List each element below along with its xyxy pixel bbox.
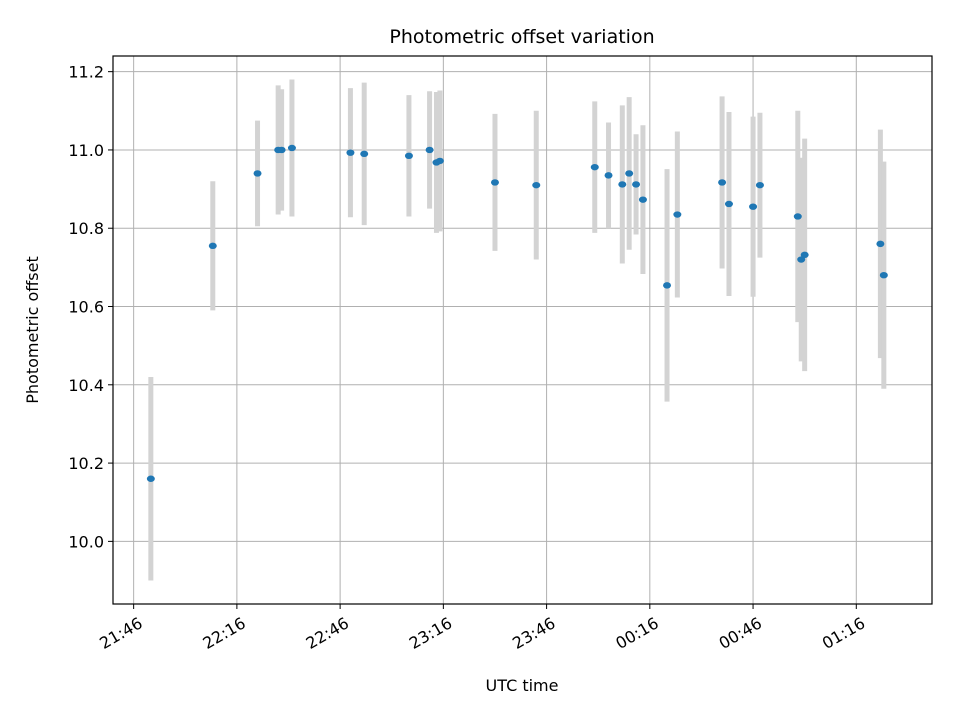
- y-tick-label: 10.6: [68, 298, 104, 317]
- data-point: [590, 163, 599, 171]
- data-point: [435, 157, 444, 165]
- data-point: [638, 196, 647, 203]
- data-point: [797, 256, 806, 263]
- data-point: [287, 144, 296, 152]
- x-axis-label: UTC time: [486, 676, 559, 695]
- data-point: [793, 213, 802, 220]
- data-point: [360, 150, 369, 158]
- data-point: [724, 200, 733, 208]
- data-point: [625, 170, 634, 177]
- y-tick-label: 10.8: [68, 219, 104, 238]
- y-tick-label: 10.0: [68, 532, 104, 551]
- data-point: [346, 149, 355, 156]
- data-point: [632, 181, 641, 188]
- plot-frame: [112, 55, 933, 605]
- data-point: [425, 146, 434, 154]
- data-point: [277, 146, 286, 154]
- data-point: [532, 181, 541, 189]
- y-tick-label: 10.2: [68, 454, 104, 473]
- data-point: [879, 272, 888, 279]
- chart-title: Photometric offset variation: [389, 26, 654, 48]
- data-point: [208, 242, 217, 250]
- data-point: [755, 181, 764, 189]
- y-axis-label: Photometric offset: [23, 256, 42, 404]
- data-point: [604, 172, 613, 179]
- data-point: [404, 152, 413, 160]
- data-point: [146, 475, 155, 482]
- data-point: [800, 251, 809, 259]
- data-point: [618, 181, 627, 188]
- data-point: [663, 282, 672, 289]
- y-tick-label: 10.4: [68, 376, 104, 395]
- data-point: [253, 170, 262, 177]
- data-point: [673, 211, 682, 218]
- y-tick-label: 11.2: [68, 63, 104, 82]
- data-point: [876, 240, 885, 248]
- data-point: [490, 179, 499, 186]
- y-tick-label: 11.0: [68, 141, 104, 160]
- data-markers: [146, 144, 888, 482]
- y-axis-ticks: 10.0 10.2 10.4 10.6 10.8 11.0 11.2: [68, 63, 113, 551]
- data-point: [749, 203, 758, 210]
- data-point: [718, 179, 727, 186]
